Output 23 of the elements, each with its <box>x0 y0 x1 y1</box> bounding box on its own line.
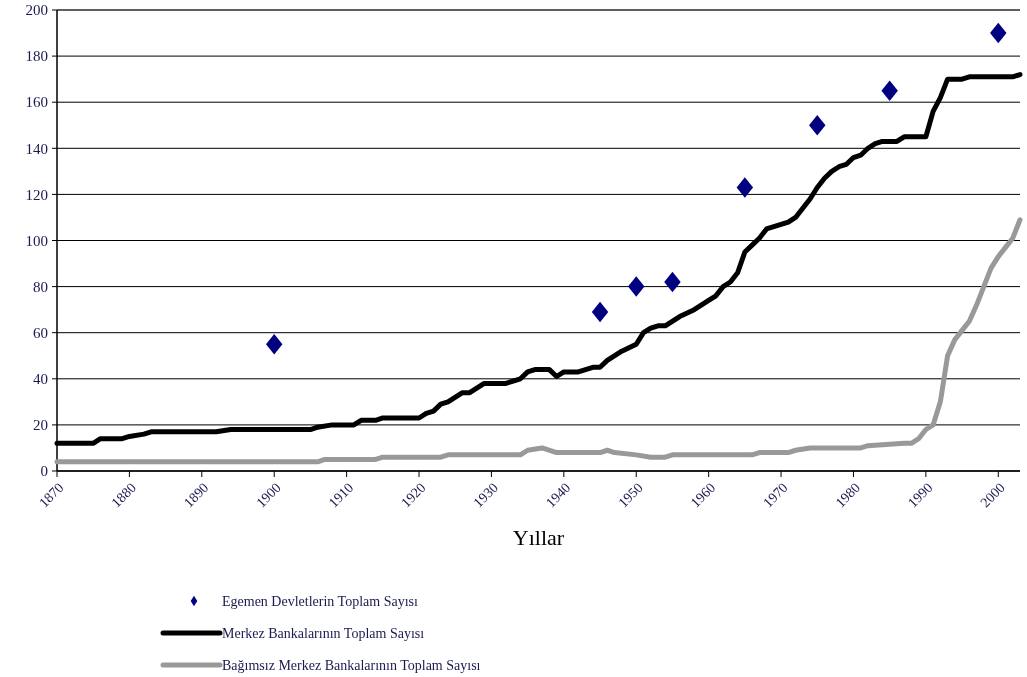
point <box>591 301 609 323</box>
y-tick-label: 180 <box>25 48 48 65</box>
y-tick-label: 140 <box>25 140 48 157</box>
y-tick-label: 40 <box>33 371 48 388</box>
point <box>736 177 754 198</box>
point <box>990 22 1007 44</box>
legend-label: Merkez Bankalarının Toplam Sayısı <box>222 625 425 641</box>
y-tick-label: 80 <box>33 278 48 295</box>
y-tick-label: 0 <box>40 463 48 480</box>
y-tick-label: 200 <box>25 2 48 19</box>
point <box>265 333 283 355</box>
point <box>809 114 826 136</box>
y-tick-label: 20 <box>33 417 48 434</box>
y-tick-label: 60 <box>33 324 48 341</box>
legend-label: Egemen Devletlerin Toplam Sayısı <box>222 593 418 609</box>
point <box>881 80 898 101</box>
x-axis-title: Yıllar <box>512 525 565 550</box>
y-tick-label: 120 <box>25 186 48 203</box>
y-tick-label: 100 <box>25 232 48 249</box>
point <box>664 271 681 293</box>
point <box>628 276 645 297</box>
legend-label: Bağımsız Merkez Bankalarının Toplam Sayısı <box>222 657 481 673</box>
y-tick-label: 160 <box>25 94 48 111</box>
